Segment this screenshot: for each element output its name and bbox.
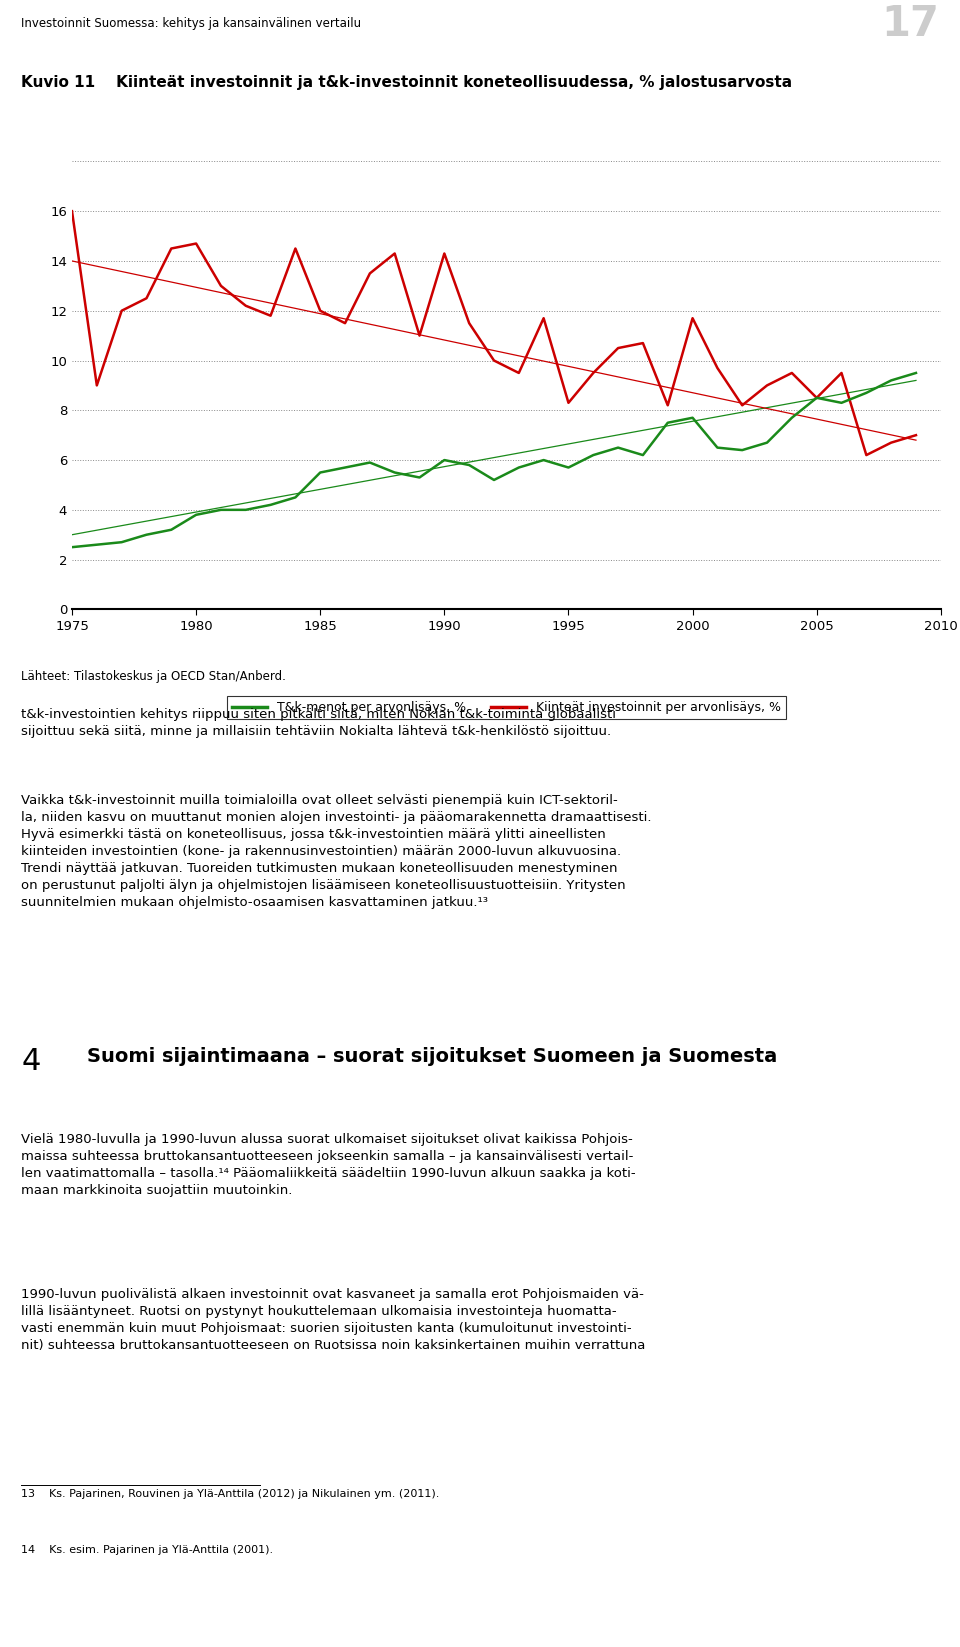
Text: 13    Ks. Pajarinen, Rouvinen ja Ylä-Anttila (2012) ja Nikulainen ym. (2011).: 13 Ks. Pajarinen, Rouvinen ja Ylä-Anttil… (21, 1489, 440, 1499)
Text: 1990-luvun puolivälistä alkaen investoinnit ovat kasvaneet ja samalla erot Pohjo: 1990-luvun puolivälistä alkaen investoin… (21, 1288, 645, 1352)
Text: Suomi sijaintimaana – suorat sijoitukset Suomeen ja Suomesta: Suomi sijaintimaana – suorat sijoitukset… (86, 1047, 777, 1066)
Text: t&k-investointien kehitys riippuu siten pitkälti siitä, miten Nokian t&k-toimint: t&k-investointien kehitys riippuu siten … (21, 708, 616, 738)
Text: Vaikka t&k-investoinnit muilla toimialoilla ovat olleet selvästi pienempiä kuin : Vaikka t&k-investoinnit muilla toimialoi… (21, 794, 652, 909)
Text: Lähteet: Tilastokeskus ja OECD Stan/Anberd.: Lähteet: Tilastokeskus ja OECD Stan/Anbe… (21, 670, 286, 684)
Text: 4: 4 (21, 1047, 40, 1075)
Text: 14    Ks. esim. Pajarinen ja Ylä-Anttila (2001).: 14 Ks. esim. Pajarinen ja Ylä-Anttila (2… (21, 1545, 274, 1555)
Legend: T&k-menot per arvonlisäys, %, Kiinteät investoinnit per arvonlisäys, %: T&k-menot per arvonlisäys, %, Kiinteät i… (227, 697, 786, 720)
Text: Investoinnit Suomessa: kehitys ja kansainvälinen vertailu: Investoinnit Suomessa: kehitys ja kansai… (21, 16, 361, 30)
Text: Vielä 1980-luvulla ja 1990-luvun alussa suorat ulkomaiset sijoitukset olivat kai: Vielä 1980-luvulla ja 1990-luvun alussa … (21, 1133, 636, 1197)
Text: Kuvio 11    Kiinteät investoinnit ja t&k-investoinnit koneteollisuudessa, % jalo: Kuvio 11 Kiinteät investoinnit ja t&k-in… (21, 76, 792, 91)
Text: 17: 17 (881, 3, 939, 44)
